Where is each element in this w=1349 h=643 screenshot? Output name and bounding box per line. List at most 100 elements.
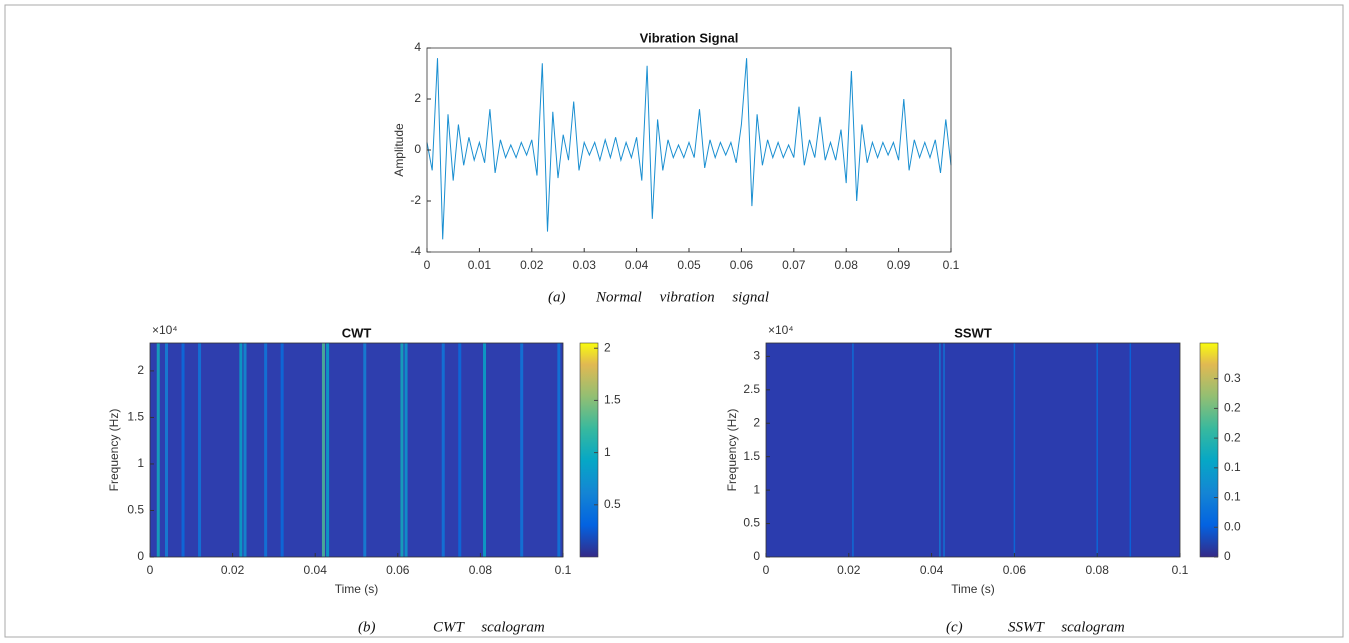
y-tick-label: 0 <box>414 142 421 156</box>
y-exponent: ×10⁴ <box>768 323 794 337</box>
colorbar-tick-label: 0 <box>1224 549 1231 563</box>
x-tick-label: 0 <box>763 563 770 577</box>
caption-label: (c) <box>946 619 963 635</box>
heatmap-stripe <box>326 343 330 557</box>
heatmap-stripe <box>404 343 408 557</box>
caption-text: Normal vibration signal <box>595 289 769 305</box>
y-exponent: ×10⁴ <box>152 323 178 337</box>
chart-title: Vibration Signal <box>640 30 739 45</box>
heatmap-stripe <box>181 343 185 557</box>
x-tick-label: 0.08 <box>469 563 493 577</box>
heatmap-stripe <box>943 343 945 557</box>
x-tick-label: 0 <box>147 563 154 577</box>
x-tick-label: 0.07 <box>782 258 806 272</box>
heatmap-stripe <box>280 343 284 557</box>
x-tick-label: 0.04 <box>625 258 649 272</box>
y-axis-label: Frequency (Hz) <box>725 409 739 492</box>
x-tick-label: 0.08 <box>1086 563 1110 577</box>
caption-label: (a) <box>548 289 566 305</box>
heatmap-background <box>150 343 563 557</box>
heatmap-stripe <box>557 343 561 557</box>
heatmap-stripe <box>243 343 247 557</box>
x-axis-label: Time (s) <box>335 582 379 596</box>
x-tick-label: 0.1 <box>555 563 572 577</box>
heatmap-stripe <box>483 343 487 557</box>
colorbar-tick-label: 1.5 <box>604 393 621 407</box>
colorbar-tick-label: 0.2 <box>1224 401 1241 415</box>
colorbar-tick-label: 0.1 <box>1224 490 1241 504</box>
x-tick-label: 0.1 <box>943 258 960 272</box>
chart-title: SSWT <box>954 325 992 340</box>
x-axis-label: Time (s) <box>951 582 995 596</box>
y-tick-label: 1.5 <box>743 449 760 463</box>
caption-label: (b) <box>358 619 376 635</box>
heatmap-stripe <box>520 343 524 557</box>
colorbar-tick-label: 1 <box>604 445 611 459</box>
x-tick-label: 0.04 <box>920 563 944 577</box>
colorbar-tick-label: 0.0 <box>1224 519 1241 533</box>
y-tick-label: 0.5 <box>743 516 760 530</box>
x-tick-label: 0.09 <box>887 258 911 272</box>
y-tick-label: 4 <box>414 40 421 54</box>
x-tick-label: 0.01 <box>468 258 492 272</box>
x-tick-label: 0.06 <box>1003 563 1027 577</box>
x-tick-label: 0.08 <box>835 258 859 272</box>
y-axis-label: Frequency (Hz) <box>107 409 121 492</box>
y-tick-label: 1 <box>137 456 144 470</box>
heatmap-stripe <box>321 343 325 557</box>
y-tick-label: -2 <box>410 193 421 207</box>
colorbar <box>1199 342 1219 558</box>
axes-box <box>765 342 1181 558</box>
heatmap-background <box>766 343 1180 557</box>
colorbar <box>579 342 599 558</box>
heatmap-stripe <box>458 343 462 557</box>
x-tick-label: 0.05 <box>677 258 701 272</box>
y-tick-label: 2.5 <box>743 382 760 396</box>
x-tick-label: 0.03 <box>573 258 597 272</box>
caption-text: CWT scalogram <box>433 619 545 635</box>
x-tick-label: 0.06 <box>386 563 410 577</box>
caption-text: SSWT scalogram <box>1008 619 1125 635</box>
y-tick-label: 2 <box>753 415 760 429</box>
heatmap-stripe <box>1096 343 1098 557</box>
heatmap-stripe <box>400 343 404 557</box>
heatmap-stripe <box>441 343 445 557</box>
colorbar-tick-label: 0.3 <box>1224 371 1241 385</box>
y-tick-label: 2 <box>137 363 144 377</box>
chart-title: CWT <box>342 325 372 340</box>
colorbar-tick-label: 0.5 <box>604 497 621 511</box>
heatmap-stripe <box>852 343 854 557</box>
heatmap-stripe <box>1129 343 1132 557</box>
x-tick-label: 0.06 <box>730 258 754 272</box>
heatmap-stripe <box>165 343 169 557</box>
y-tick-label: 0.5 <box>127 503 144 517</box>
heatmap-stripe <box>939 343 941 557</box>
colorbar-tick-label: 0.2 <box>1224 430 1241 444</box>
heatmap-stripe <box>239 343 243 557</box>
x-tick-label: 0.02 <box>221 563 245 577</box>
y-axis-label: Amplitude <box>392 123 406 177</box>
colorbar-tick-label: 2 <box>604 340 611 354</box>
y-tick-label: 1 <box>753 482 760 496</box>
heatmap-stripe <box>363 343 367 557</box>
axes-box <box>149 342 564 558</box>
plot-area <box>427 48 951 252</box>
x-tick-label: 0.02 <box>520 258 544 272</box>
x-tick-label: 0 <box>424 258 431 272</box>
heatmap-stripe <box>1013 343 1016 557</box>
y-tick-label: -4 <box>410 244 421 258</box>
heatmap-stripe <box>156 343 160 557</box>
y-tick-label: 0 <box>753 549 760 563</box>
y-tick-label: 0 <box>137 549 144 563</box>
frame <box>4 4 1344 638</box>
x-tick-label: 0.02 <box>837 563 861 577</box>
heatmap-stripe <box>198 343 202 557</box>
y-tick-label: 3 <box>753 349 760 363</box>
colorbar-tick-label: 0.1 <box>1224 460 1241 474</box>
heatmap-stripe <box>264 343 268 557</box>
signal-line <box>426 58 952 240</box>
x-tick-label: 0.1 <box>1172 563 1189 577</box>
y-tick-label: 2 <box>414 91 421 105</box>
x-tick-label: 0.04 <box>304 563 328 577</box>
